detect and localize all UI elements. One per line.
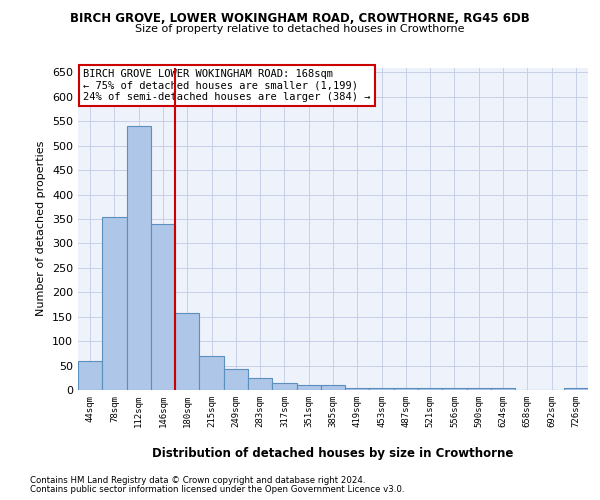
Bar <box>296 385 321 390</box>
Bar <box>564 388 588 390</box>
Y-axis label: Number of detached properties: Number of detached properties <box>37 141 46 316</box>
Bar <box>175 313 199 390</box>
Text: Size of property relative to detached houses in Crowthorne: Size of property relative to detached ho… <box>135 24 465 34</box>
Bar <box>370 388 394 390</box>
Text: BIRCH GROVE, LOWER WOKINGHAM ROAD, CROWTHORNE, RG45 6DB: BIRCH GROVE, LOWER WOKINGHAM ROAD, CROWT… <box>70 12 530 26</box>
Bar <box>321 385 345 390</box>
Bar <box>78 360 102 390</box>
Text: Contains HM Land Registry data © Crown copyright and database right 2024.: Contains HM Land Registry data © Crown c… <box>30 476 365 485</box>
Bar <box>224 370 248 390</box>
Bar <box>272 382 296 390</box>
Bar <box>248 378 272 390</box>
Bar <box>467 388 491 390</box>
Text: BIRCH GROVE LOWER WOKINGHAM ROAD: 168sqm
← 75% of detached houses are smaller (1: BIRCH GROVE LOWER WOKINGHAM ROAD: 168sqm… <box>83 69 371 102</box>
Bar <box>102 216 127 390</box>
Bar <box>491 388 515 390</box>
Text: Distribution of detached houses by size in Crowthorne: Distribution of detached houses by size … <box>152 448 514 460</box>
Bar <box>442 388 467 390</box>
Bar <box>199 356 224 390</box>
Bar <box>151 224 175 390</box>
Bar <box>418 388 442 390</box>
Bar <box>345 388 370 390</box>
Bar <box>127 126 151 390</box>
Bar <box>394 388 418 390</box>
Text: Contains public sector information licensed under the Open Government Licence v3: Contains public sector information licen… <box>30 485 404 494</box>
